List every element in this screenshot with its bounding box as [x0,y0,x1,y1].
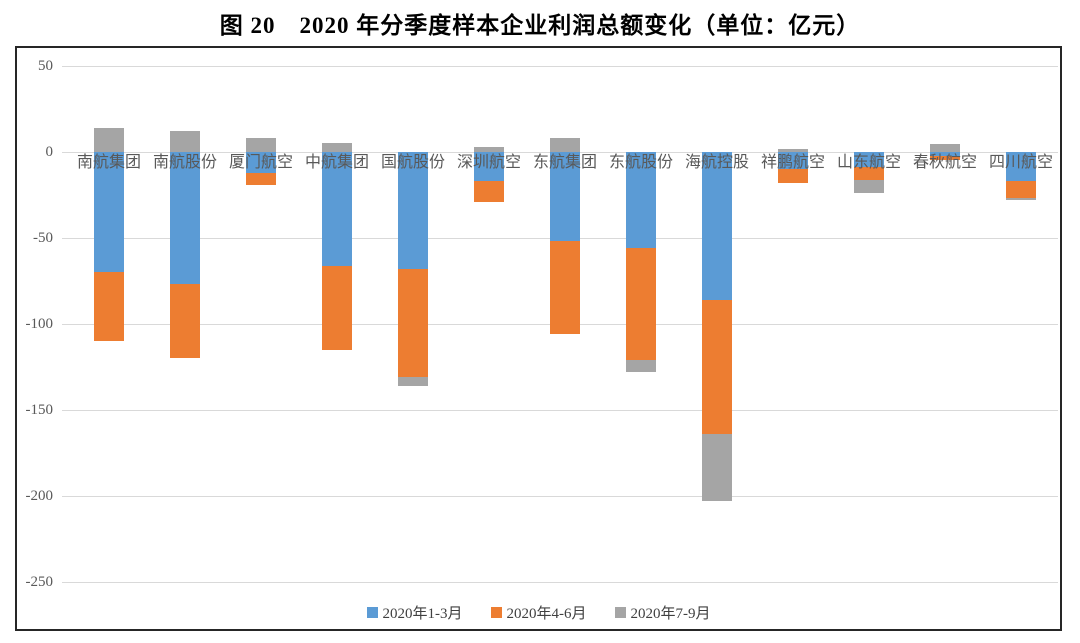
bar-segment [930,156,960,160]
y-gridline [62,65,1058,67]
bar-segment [702,434,732,502]
bar-segment [474,181,504,202]
bar-segment [94,272,124,342]
category-label: 深圳航空 [456,154,521,171]
category-label: 山东航空 [836,154,901,171]
legend-color-swatch-icon [614,607,626,618]
legend-item: 2020年4-6月 [490,602,587,623]
bar-segment [322,265,352,350]
category-label: 南航股份 [152,154,217,171]
y-gridline [62,581,1058,583]
bar-segment [930,152,960,157]
bar-segment [322,143,352,152]
y-gridline [62,409,1058,411]
category-label: 祥鹏航空 [760,154,825,171]
bar-segment [1006,181,1036,199]
bar-segment [170,284,200,359]
legend-label: 2020年1-3月 [382,606,463,622]
bar-segment [322,152,352,266]
bar-segment [854,152,884,168]
bar-segment [626,360,656,373]
bar-segment [854,167,884,180]
figure-title: 图 20 2020 年分季度样本企业利润总额变化（单位：亿元） [219,13,861,38]
bar-segment [94,127,124,152]
category-label: 海航控股 [684,154,749,171]
y-tick-label: -150 [25,402,54,418]
legend-color-swatch-icon [490,607,502,618]
y-tick-label: -100 [25,316,54,332]
bar-segment [626,152,656,249]
y-tick-label: -200 [25,488,54,504]
category-label: 中航集团 [304,154,369,171]
legend: 2020年1-3月 2020年4-6月 2020年7-9月 [17,602,1060,623]
bar-segment [778,148,808,152]
legend-label: 2020年7-9月 [630,606,711,622]
bar-segment [930,144,960,152]
bar-segment [854,179,884,194]
bar-segment [702,152,732,300]
bar-segment [398,152,428,269]
y-tick-label: -250 [25,574,54,590]
category-label: 东航股份 [608,154,673,171]
y-tick-label: 50 [38,58,53,74]
category-label: 国航股份 [380,154,445,171]
bar-segment [398,268,428,378]
y-tick-label: -50 [33,230,53,246]
bar-segment [246,172,276,185]
bar-segment [474,146,504,152]
bar-segment [1006,198,1036,201]
y-tick-label: 0 [45,144,54,160]
bar-segment [550,241,580,335]
bar-segment [1006,152,1036,182]
category-label: 厦门航空 [228,154,293,171]
bar-segment [170,152,200,285]
category-label: 东航集团 [532,154,597,171]
legend-color-swatch-icon [366,607,378,618]
category-label: 南航集团 [76,154,141,171]
bar-segment [702,299,732,435]
category-label: 四川航空 [988,154,1053,171]
bar-segment [778,152,808,170]
bar-segment [170,131,200,152]
bar-segment [550,152,580,242]
bar-segment [246,138,276,152]
bar-segment [246,152,276,173]
category-label: 春秋航空 [912,154,977,171]
bar-segment [778,169,808,183]
bar-segment [94,152,124,273]
bar-segment [398,377,428,386]
legend-item: 2020年1-3月 [366,602,463,623]
bar-segment [474,152,504,182]
legend-label: 2020年4-6月 [506,606,587,622]
bar-segment [626,248,656,361]
y-gridline [62,495,1058,497]
bar-segment [550,138,580,152]
legend-item: 2020年7-9月 [614,602,711,623]
chart-plot-area: 50 0 -50 -100 -150 -200 -250 南航集团 南航股份 厦门航空 中航集团国… [15,46,1062,631]
